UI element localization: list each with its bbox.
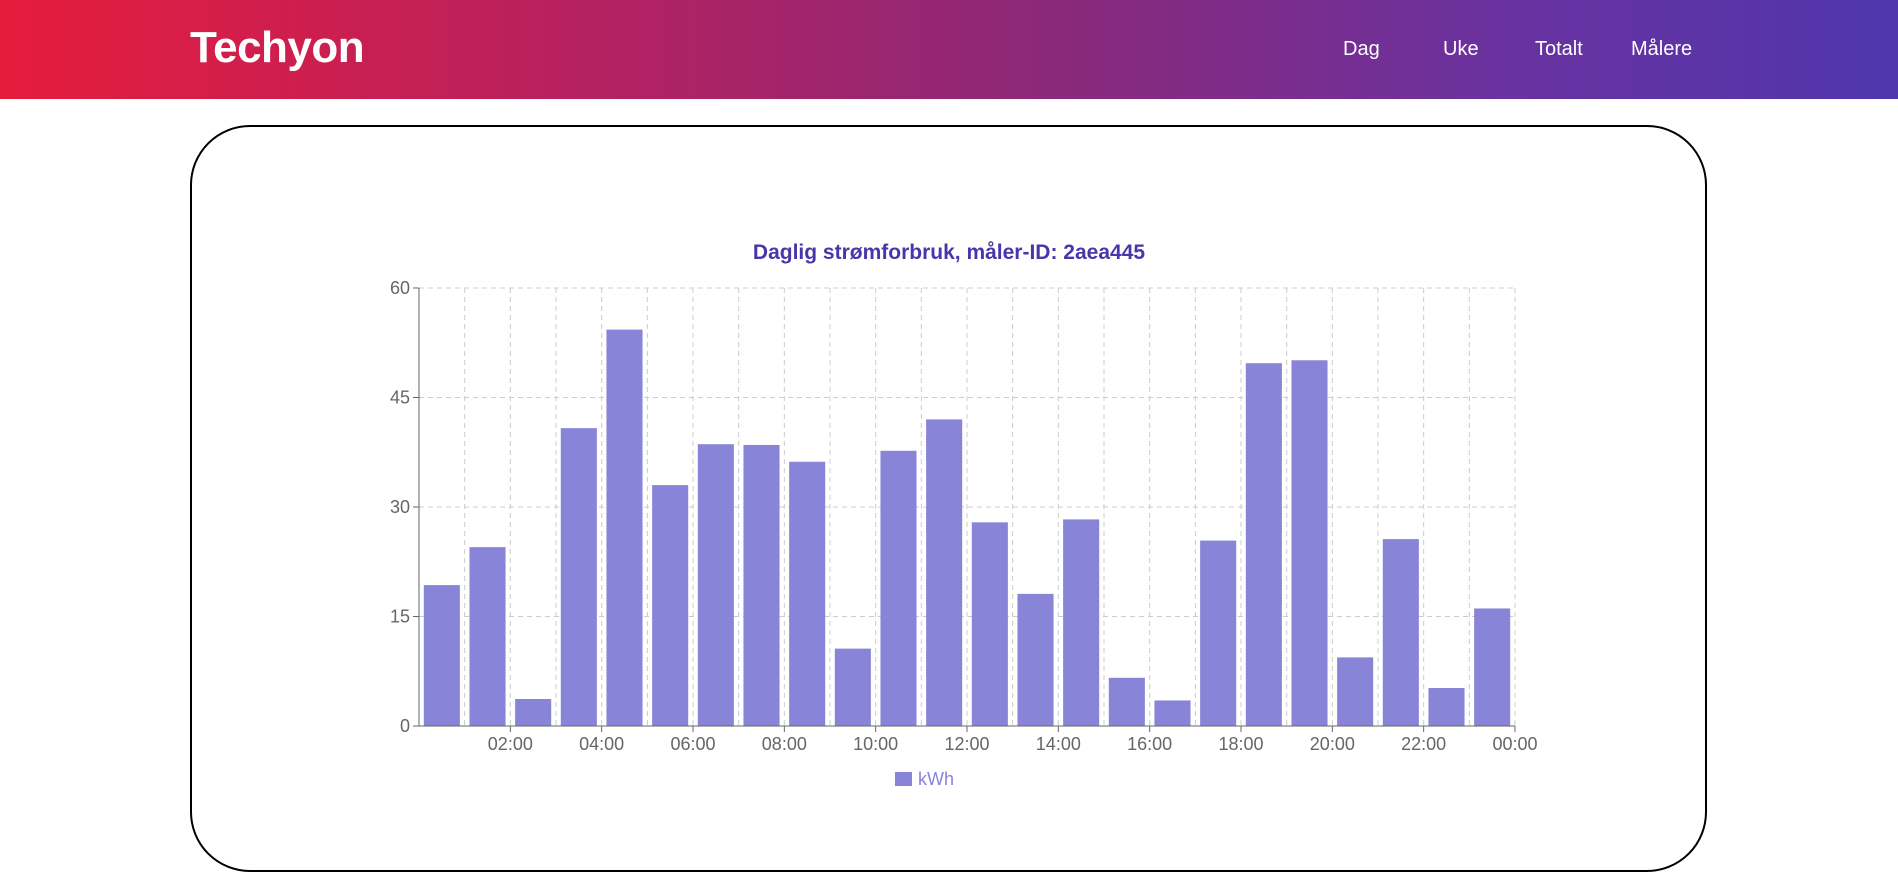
y-tick-label: 60 — [390, 278, 410, 298]
bar[interactable] — [1428, 688, 1465, 726]
nav-malere[interactable]: Målere — [1631, 38, 1693, 60]
y-tick-label: 15 — [390, 607, 410, 627]
nav-uke[interactable]: Uke — [1443, 38, 1479, 60]
bar[interactable] — [834, 648, 871, 726]
bar[interactable] — [1017, 593, 1054, 726]
bar[interactable] — [789, 461, 826, 726]
x-tick-label: 22:00 — [1401, 734, 1446, 754]
x-tick-label: 02:00 — [488, 734, 533, 754]
bar[interactable] — [1154, 700, 1191, 726]
brand-logo[interactable]: Techyon — [190, 23, 365, 72]
y-tick-label: 30 — [390, 497, 410, 517]
bar[interactable] — [1108, 677, 1145, 726]
bar[interactable] — [469, 547, 506, 726]
bar[interactable] — [1063, 519, 1100, 726]
x-tick-label: 08:00 — [762, 734, 807, 754]
bar[interactable] — [560, 428, 597, 726]
nav-dag[interactable]: Dag — [1343, 38, 1380, 60]
chart-axes: 0 15 30 45 60 02:00 04:00 06:00 08:00 10:00 12:00 1… — [390, 278, 1538, 754]
legend-label: kWh — [918, 769, 954, 789]
bar[interactable] — [515, 698, 552, 726]
bar[interactable] — [880, 450, 917, 726]
bar[interactable] — [743, 444, 780, 726]
x-tick-label: 06:00 — [670, 734, 715, 754]
x-tick-label: 04:00 — [579, 734, 624, 754]
chart-legend[interactable]: kWh — [895, 769, 954, 789]
bar[interactable] — [606, 329, 643, 726]
bar[interactable] — [1291, 360, 1328, 726]
x-tick-label: 00:00 — [1492, 734, 1537, 754]
y-tick-label: 45 — [390, 388, 410, 408]
bar[interactable] — [971, 522, 1008, 726]
bar[interactable] — [1474, 608, 1511, 726]
legend-swatch — [895, 772, 912, 786]
x-tick-label: 18:00 — [1218, 734, 1263, 754]
bar[interactable] — [652, 485, 689, 726]
x-tick-label: 20:00 — [1310, 734, 1355, 754]
bar[interactable] — [1200, 540, 1237, 726]
x-tick-label: 14:00 — [1036, 734, 1081, 754]
bar[interactable] — [1382, 539, 1419, 726]
x-tick-label: 10:00 — [853, 734, 898, 754]
bar[interactable] — [926, 419, 963, 726]
bar[interactable] — [697, 444, 734, 726]
bar[interactable] — [1245, 363, 1282, 726]
y-tick-label: 0 — [400, 716, 410, 736]
x-tick-label: 16:00 — [1127, 734, 1172, 754]
chart-title: Daglig strømforbruk, måler-ID: 2aea445 — [753, 241, 1145, 264]
bar[interactable] — [423, 585, 460, 726]
chart-grid — [418, 287, 1516, 726]
bar[interactable] — [1337, 657, 1374, 726]
nav-totalt[interactable]: Totalt — [1535, 38, 1583, 60]
x-tick-label: 12:00 — [944, 734, 989, 754]
header-bar: Techyon Dag Uke Totalt Målere — [0, 0, 1898, 99]
chart-bars — [423, 329, 1511, 726]
